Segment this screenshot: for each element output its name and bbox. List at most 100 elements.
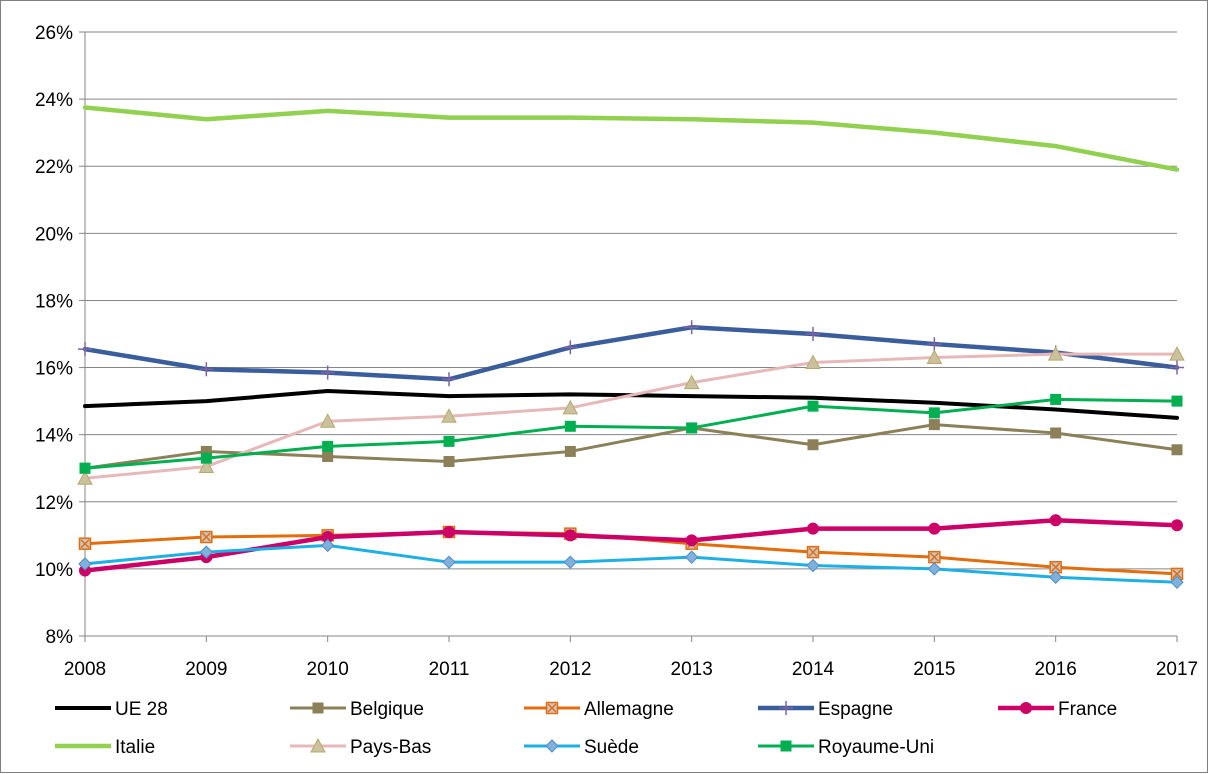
y-tick-label: 24% [35,90,73,111]
x-tick-label: 2010 [307,659,349,680]
data-point [1048,570,1063,584]
y-tick-label: 16% [35,359,73,380]
data-point [322,440,334,452]
data-point [442,372,456,387]
legend: UE 28 Belgique Allemagne Espagne France Itali… [55,699,1117,758]
legend-item: France [998,699,1117,720]
legend-label: Royaume-Uni [818,737,934,758]
data-point [320,365,335,380]
data-point [1047,346,1064,361]
data-point [806,327,820,341]
data-point [928,407,940,419]
series-line [83,423,1179,470]
x-tick-label: 2008 [64,659,106,680]
data-point [563,340,578,355]
series-line [83,543,1179,584]
data-point [1171,519,1183,532]
legend-item: Italie [55,737,155,758]
legend-marker [780,740,792,752]
data-point [807,522,819,535]
data-point [1169,346,1185,361]
data-point-cross [201,532,211,542]
data-point [807,400,819,412]
series-3 [78,320,1184,387]
legend-label: Espagne [818,699,893,720]
data-point [319,413,336,428]
legend-item: UE 28 [55,699,168,720]
y-tick-label: 18% [35,291,73,312]
data-point [442,555,456,569]
data-point [320,538,335,553]
series-line [82,517,1180,573]
data-point [927,337,942,352]
data-point-cross [80,539,90,549]
x-tick-label: 2012 [549,659,591,680]
series-4 [79,514,1183,577]
legend-label: Italie [115,737,155,758]
data-point [1050,427,1062,439]
data-point [928,522,941,535]
series-5 [82,105,1180,172]
series-line [83,352,1179,480]
legend-marker [1020,702,1032,714]
data-point [78,557,92,571]
legend-item: Suède [524,737,639,758]
data-point-cross [808,547,818,557]
legend-item: Pays-Bas [290,737,431,758]
data-point-cross [1172,569,1182,579]
legend-item: Belgique [290,699,424,720]
data-point [198,458,215,474]
x-tick-label: 2009 [185,659,227,680]
data-point [78,342,92,357]
data-point [199,362,214,377]
data-point [564,445,576,457]
y-tick-label: 12% [35,493,73,514]
x-tick-label: 2014 [792,659,835,680]
x-tick-label: 2013 [671,659,713,680]
axes [84,32,1177,637]
data-point [200,452,212,464]
series-line [83,397,1179,470]
data-point [562,399,579,415]
data-point [926,349,943,364]
legend-marker [310,737,326,753]
data-point [686,422,698,434]
data-point [564,529,577,542]
legend-marker [779,701,793,715]
data-point [927,562,942,576]
legend-label: Allemagne [584,699,674,720]
data-point-cross [929,552,939,562]
data-point [685,534,698,547]
data-point [1050,393,1062,405]
legend-item: Espagne [758,699,893,720]
y-tick-label: 20% [35,224,73,245]
gridlines [85,31,1177,570]
x-tick-label: 2011 [429,659,470,680]
legend-marker [312,702,324,714]
y-axis-ticks: 8% 10% 12% 14% 16% 18% 20% 22% 24% 26% [35,23,85,648]
series-line [82,325,1180,382]
data-point [807,439,819,451]
data-point [1171,395,1183,407]
x-axis-ticks: 2008 2009 2010 2011 2012 2013 2014 2015 2016 2017 [64,636,1198,680]
data-point-cross [1051,562,1061,572]
data-point [683,374,700,390]
series-lines [77,105,1185,590]
legend-label: France [1058,699,1117,720]
series-7 [78,538,1184,590]
data-point [322,450,334,462]
data-point [79,462,91,474]
data-point [443,456,455,468]
series-line [82,105,1180,172]
data-point [443,435,455,447]
legend-marker-cross [547,703,557,713]
y-tick-label: 22% [35,157,73,178]
data-point [564,420,576,432]
y-tick-label: 8% [46,627,74,648]
data-point [684,550,699,564]
data-point [928,419,940,431]
legend-item: Royaume-Uni [758,737,934,758]
legend-marker [545,739,559,753]
